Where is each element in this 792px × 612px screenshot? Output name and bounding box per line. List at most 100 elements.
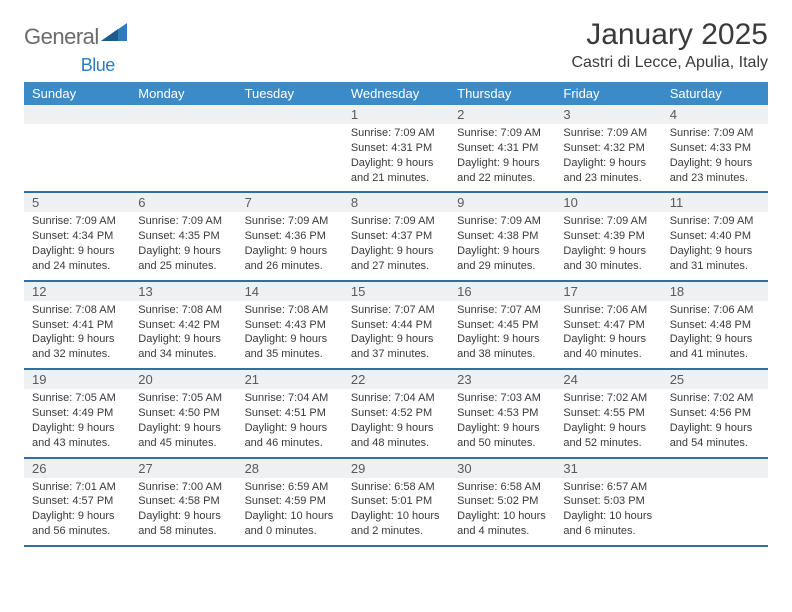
sunset-text: Sunset: 4:58 PM [138,494,228,509]
day-content-cell [662,478,768,546]
day-content-row: Sunrise: 7:09 AMSunset: 4:34 PMDaylight:… [24,212,768,280]
day-number-row: 262728293031 [24,458,768,478]
daylight-text: Daylight: 10 hours [457,509,547,524]
daylight-text: and 52 minutes. [563,436,653,451]
daylight-text: Daylight: 9 hours [138,244,228,259]
sunset-text: Sunset: 4:53 PM [457,406,547,421]
sunset-text: Sunset: 4:40 PM [670,229,760,244]
daylight-text: Daylight: 9 hours [457,244,547,259]
day-number-cell: 18 [662,281,768,301]
day-number-cell: 21 [237,370,343,390]
sunset-text: Sunset: 4:50 PM [138,406,228,421]
daylight-text: and 43 minutes. [32,436,122,451]
location: Castri di Lecce, Apulia, Italy [571,54,768,72]
sunset-text: Sunset: 4:56 PM [670,406,760,421]
sunset-text: Sunset: 4:51 PM [245,406,335,421]
day-content-cell: Sunrise: 7:00 AMSunset: 4:58 PMDaylight:… [130,478,236,546]
header: General Blue January 2025 Castri di Lecc… [24,18,768,72]
day-number-cell [662,458,768,478]
day-number-cell: 3 [555,105,661,124]
day-number-cell: 26 [24,458,130,478]
daylight-text: Daylight: 9 hours [563,332,653,347]
day-content-cell: Sunrise: 7:09 AMSunset: 4:34 PMDaylight:… [24,212,130,280]
daylight-text: Daylight: 10 hours [351,509,441,524]
daylight-text: Daylight: 9 hours [457,332,547,347]
sunrise-text: Sunrise: 6:58 AM [351,480,441,495]
sunrise-text: Sunrise: 6:57 AM [563,480,653,495]
sunrise-text: Sunrise: 7:09 AM [351,126,441,141]
day-number-cell: 8 [343,193,449,213]
sunrise-text: Sunrise: 7:09 AM [563,126,653,141]
day-content-row: Sunrise: 7:01 AMSunset: 4:57 PMDaylight:… [24,478,768,546]
daylight-text: and 0 minutes. [245,524,335,539]
sunrise-text: Sunrise: 7:05 AM [32,391,122,406]
day-number-cell: 16 [449,281,555,301]
day-content-cell: Sunrise: 7:07 AMSunset: 4:45 PMDaylight:… [449,301,555,369]
sunrise-text: Sunrise: 7:08 AM [138,303,228,318]
daylight-text: and 25 minutes. [138,259,228,274]
daylight-text: and 6 minutes. [563,524,653,539]
sunrise-text: Sunrise: 7:02 AM [563,391,653,406]
day-number-cell: 17 [555,281,661,301]
daylight-text: and 48 minutes. [351,436,441,451]
day-number-cell: 28 [237,458,343,478]
day-content-cell: Sunrise: 7:06 AMSunset: 4:47 PMDaylight:… [555,301,661,369]
sunset-text: Sunset: 4:35 PM [138,229,228,244]
weekday-header: Sunday [24,82,130,105]
sunrise-text: Sunrise: 7:01 AM [32,480,122,495]
day-number-cell: 24 [555,370,661,390]
sunset-text: Sunset: 4:32 PM [563,141,653,156]
day-number-cell: 1 [343,105,449,124]
daylight-text: Daylight: 9 hours [670,156,760,171]
sunset-text: Sunset: 4:38 PM [457,229,547,244]
logo-triangle-icon [101,23,127,46]
sunrise-text: Sunrise: 7:09 AM [245,214,335,229]
sunrise-text: Sunrise: 6:59 AM [245,480,335,495]
day-content-cell [130,124,236,192]
sunrise-text: Sunrise: 7:08 AM [245,303,335,318]
daylight-text: Daylight: 9 hours [457,156,547,171]
day-content-cell: Sunrise: 6:59 AMSunset: 4:59 PMDaylight:… [237,478,343,546]
sunset-text: Sunset: 4:47 PM [563,318,653,333]
sunset-text: Sunset: 4:37 PM [351,229,441,244]
daylight-text: Daylight: 9 hours [670,421,760,436]
day-content-cell: Sunrise: 7:09 AMSunset: 4:32 PMDaylight:… [555,124,661,192]
weekday-header: Wednesday [343,82,449,105]
day-content-cell: Sunrise: 7:01 AMSunset: 4:57 PMDaylight:… [24,478,130,546]
daylight-text: and 50 minutes. [457,436,547,451]
day-content-cell: Sunrise: 7:09 AMSunset: 4:31 PMDaylight:… [343,124,449,192]
sunrise-text: Sunrise: 7:06 AM [670,303,760,318]
day-content-cell: Sunrise: 7:07 AMSunset: 4:44 PMDaylight:… [343,301,449,369]
day-content-cell: Sunrise: 7:09 AMSunset: 4:37 PMDaylight:… [343,212,449,280]
daylight-text: and 56 minutes. [32,524,122,539]
sunrise-text: Sunrise: 7:06 AM [563,303,653,318]
sunset-text: Sunset: 4:45 PM [457,318,547,333]
daylight-text: and 34 minutes. [138,347,228,362]
daylight-text: Daylight: 9 hours [32,509,122,524]
day-content-cell: Sunrise: 7:09 AMSunset: 4:38 PMDaylight:… [449,212,555,280]
day-content-cell: Sunrise: 7:03 AMSunset: 4:53 PMDaylight:… [449,389,555,457]
sunrise-text: Sunrise: 7:07 AM [351,303,441,318]
day-number-cell: 30 [449,458,555,478]
title-block: January 2025 Castri di Lecce, Apulia, It… [571,18,768,72]
sunset-text: Sunset: 4:43 PM [245,318,335,333]
sunset-text: Sunset: 5:02 PM [457,494,547,509]
sunset-text: Sunset: 4:36 PM [245,229,335,244]
sunrise-text: Sunrise: 7:02 AM [670,391,760,406]
daylight-text: Daylight: 9 hours [138,509,228,524]
day-number-cell: 13 [130,281,236,301]
day-content-row: Sunrise: 7:09 AMSunset: 4:31 PMDaylight:… [24,124,768,192]
day-content-cell: Sunrise: 7:02 AMSunset: 4:56 PMDaylight:… [662,389,768,457]
daylight-text: Daylight: 9 hours [245,244,335,259]
weekday-header: Friday [555,82,661,105]
daylight-text: and 58 minutes. [138,524,228,539]
daylight-text: Daylight: 9 hours [351,156,441,171]
daylight-text: Daylight: 9 hours [138,421,228,436]
day-number-cell: 9 [449,193,555,213]
day-content-cell: Sunrise: 7:09 AMSunset: 4:36 PMDaylight:… [237,212,343,280]
sunrise-text: Sunrise: 7:05 AM [138,391,228,406]
weekday-header: Saturday [662,82,768,105]
sunrise-text: Sunrise: 7:09 AM [457,126,547,141]
day-number-cell: 31 [555,458,661,478]
daylight-text: and 29 minutes. [457,259,547,274]
